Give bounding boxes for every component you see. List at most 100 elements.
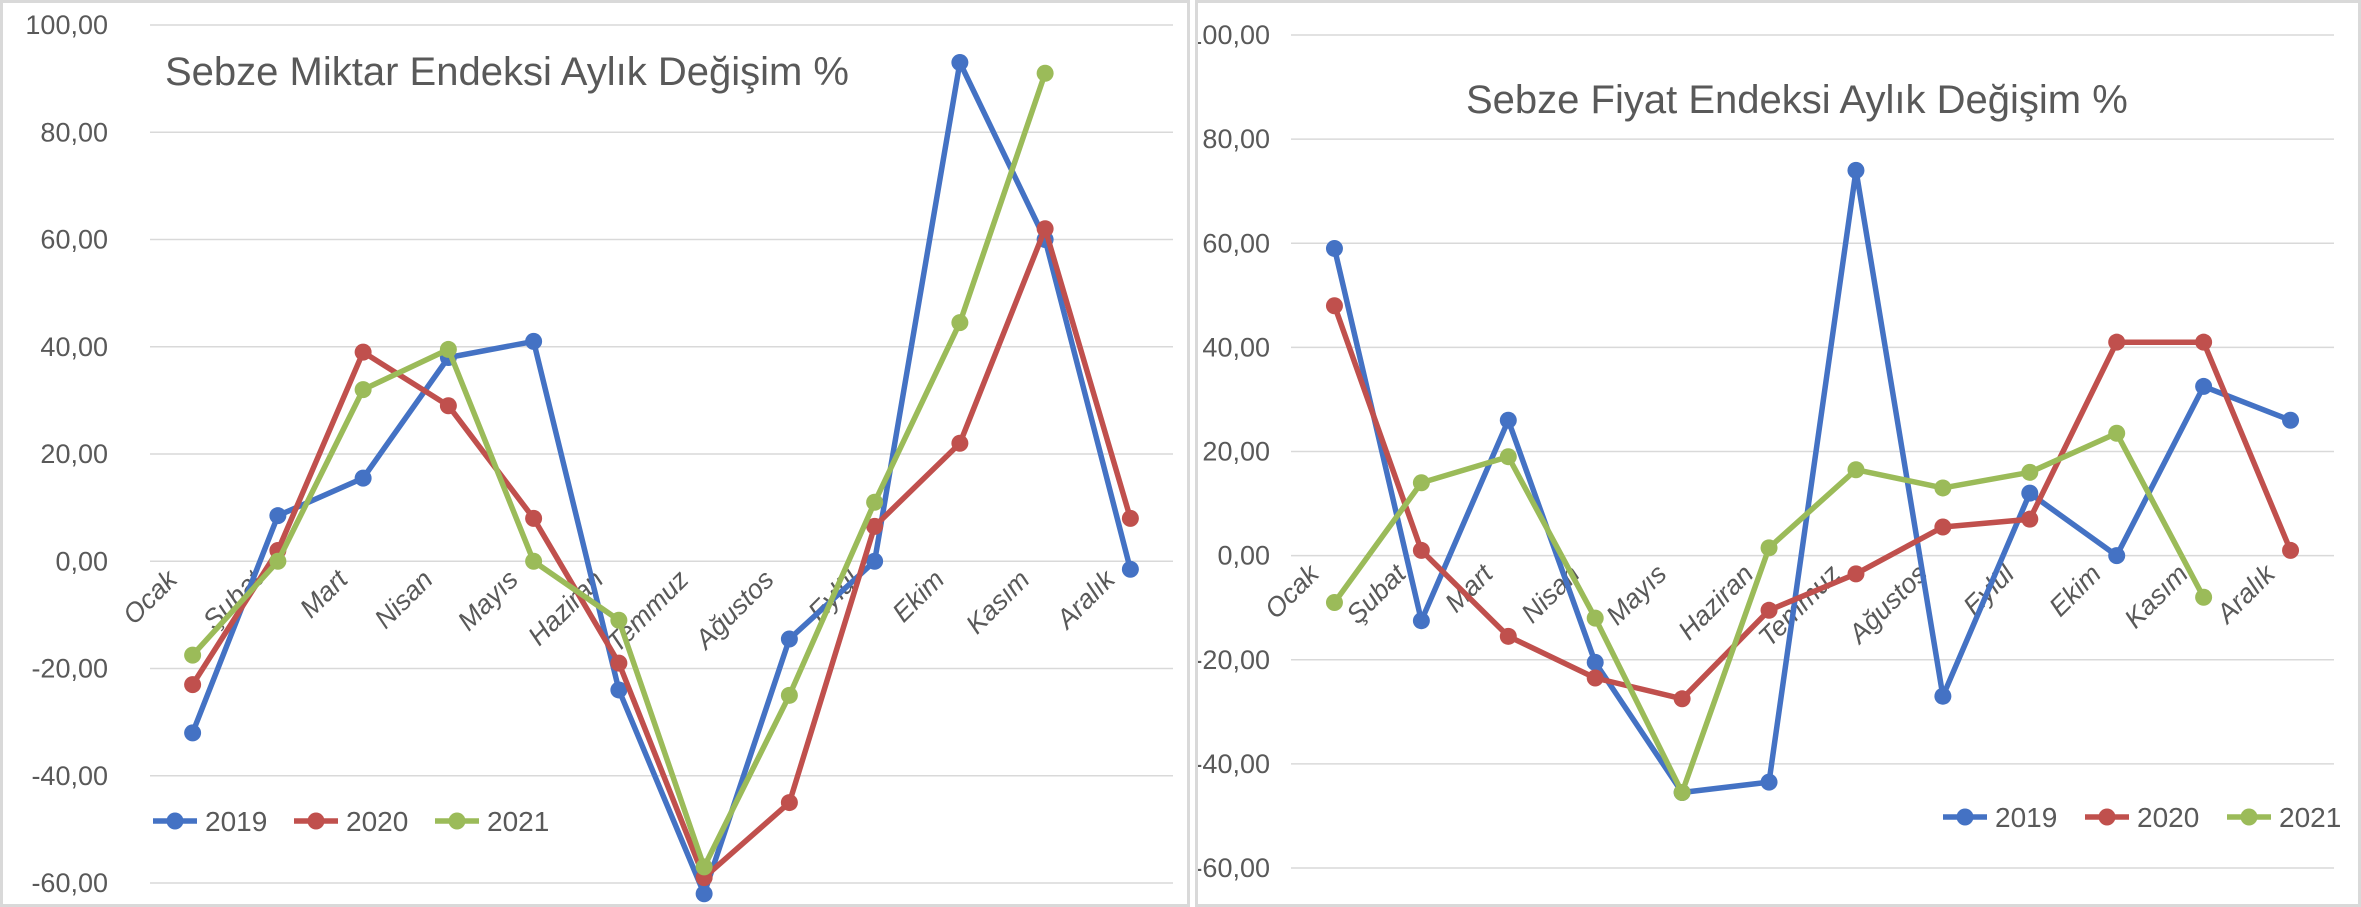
x-tick-label-kasim: Kasım [2119, 559, 2194, 634]
point-2019-mart [354, 469, 372, 487]
chart-title: Sebze Miktar Endeksi Aylık Değişim % [165, 50, 849, 94]
y-tick-label: 100,00 [25, 10, 108, 40]
x-tick-label-ekim: Ekim [2043, 559, 2107, 623]
series-line-2021 [190, 72, 1048, 870]
point-2020-ekim [951, 434, 969, 452]
point-2021-subat [1412, 474, 1430, 492]
point-2021-nisan [1586, 609, 1604, 627]
x-tick-label-temmuz: Temmuz [601, 564, 695, 658]
y-tick-label: -60,00 [1198, 853, 1270, 883]
legend-item-2021: 2021 [435, 806, 549, 837]
point-2021-agustos [780, 686, 798, 704]
x-tick-label-mayis: Mayıs [452, 564, 524, 636]
y-tick-label: 60,00 [1202, 228, 1270, 258]
legend-swatch-marker [2098, 808, 2116, 826]
series-2021 [184, 64, 1054, 876]
series-2021 [1325, 424, 2213, 802]
point-2020-kasim [1036, 220, 1054, 238]
point-2019-aralik [2282, 411, 2300, 429]
point-2019-temmuz [695, 885, 713, 903]
x-tick-label-nisan: Nisan [369, 564, 439, 634]
legend-item-2020: 2020 [294, 806, 408, 837]
point-2019-haziran [1760, 773, 1778, 791]
point-2020-agustos [1934, 518, 1952, 536]
legend-swatch-marker [1956, 808, 1974, 826]
point-2020-aralik [1121, 509, 1139, 527]
series-2020 [1325, 297, 2300, 708]
y-tick-label: 80,00 [40, 117, 108, 147]
y-tick-label: 60,00 [40, 225, 108, 255]
y-tick-label: 80,00 [1202, 124, 1270, 154]
series-line-2019 [190, 59, 1134, 897]
point-2020-haziran [1760, 601, 1778, 619]
quantity-chart-panel: 100,00 80,00 60,00 40,00 20,00 0,00 -20,00 -40,… [0, 0, 1190, 907]
point-2020-agustos [780, 794, 798, 812]
legend-swatch-marker [307, 812, 325, 830]
point-2019-ocak [1325, 239, 1343, 257]
legend-label: 2019 [1995, 802, 2057, 833]
point-2019-mayis [525, 332, 543, 350]
point-2020-haziran [610, 654, 628, 672]
point-2019-ekim [2108, 547, 2126, 565]
x-tick-label-mayis: Mayıs [1600, 559, 1672, 631]
x-tick-label-mart: Mart [1439, 558, 1499, 618]
y-tick-label: 0,00 [1217, 541, 1270, 571]
point-2019-nisan [1586, 653, 1604, 671]
legend-item-2019: 2019 [1943, 802, 2057, 833]
x-tick-label-kasim: Kasım [960, 564, 1035, 639]
point-2021-haziran [610, 611, 628, 629]
x-tick-label-ekim: Ekim [886, 564, 950, 628]
point-2020-ocak [184, 676, 202, 694]
point-2020-eylul [866, 517, 884, 535]
x-tick-label-aralik: Aralık [1049, 563, 1121, 635]
y-tick-label: 100,00 [1198, 20, 1270, 50]
legend-label: 2020 [346, 806, 408, 837]
x-tick-label-aralik: Aralık [2209, 558, 2281, 630]
point-2021-mart [354, 381, 372, 399]
point-2019-subat [269, 507, 287, 525]
legend-item-2020: 2020 [2085, 802, 2199, 833]
y-tick-label: -60,00 [31, 868, 108, 898]
point-2021-eylul [866, 493, 884, 511]
y-tick-label: -20,00 [1198, 645, 1270, 675]
point-2020-temmuz [1847, 565, 1865, 583]
point-2019-kasim [2195, 377, 2213, 395]
point-2021-kasim [2195, 588, 2213, 606]
legend-swatch-marker [2240, 808, 2258, 826]
price-chart-panel: 100,00 80,00 60,00 40,00 20,00 0,00 -20,00 -40,… [1195, 0, 2361, 907]
point-2021-ocak [1325, 593, 1343, 611]
x-tick-label-agustos: Ağustos [688, 564, 780, 656]
x-tick-label-nisan: Nisan [1515, 559, 1585, 629]
point-2019-subat [1412, 612, 1430, 630]
y-tick-label: 40,00 [1202, 332, 1270, 362]
y-tick-label: 20,00 [1202, 437, 1270, 467]
point-2020-mayis [525, 509, 543, 527]
chart-title: Sebze Fiyat Endeksi Aylık Değişim % [1466, 78, 2128, 122]
point-2020-kasim [2195, 333, 2213, 351]
point-2019-aralik [1121, 560, 1139, 578]
point-2019-agustos [780, 630, 798, 648]
point-2020-nisan [439, 397, 457, 415]
legend-label: 2021 [2279, 802, 2341, 833]
price-chart: 100,00 80,00 60,00 40,00 20,00 0,00 -20,00 -40,… [1198, 20, 2341, 883]
point-2019-ocak [184, 724, 202, 742]
point-2021-mayis [1673, 784, 1691, 802]
point-2020-aralik [2282, 541, 2300, 559]
point-2021-agustos [1934, 479, 1952, 497]
series-line-2019 [1331, 167, 2292, 796]
legend-label: 2019 [205, 806, 267, 837]
point-2021-temmuz [1847, 461, 1865, 479]
point-2021-mayis [525, 552, 543, 570]
point-2021-ekim [2108, 424, 2126, 442]
legend-label: 2021 [487, 806, 549, 837]
point-2021-haziran [1760, 539, 1778, 557]
point-2020-eylul [2021, 510, 2039, 528]
point-2021-ocak [184, 646, 202, 664]
y-tick-label: 0,00 [55, 546, 108, 576]
legend-swatch-marker [166, 812, 184, 830]
point-2020-mart [354, 343, 372, 361]
y-tick-label: -40,00 [1198, 749, 1270, 779]
y-tick-label: 20,00 [40, 439, 108, 469]
point-2019-mart [1499, 411, 1517, 429]
series-2019 [1325, 161, 2300, 802]
